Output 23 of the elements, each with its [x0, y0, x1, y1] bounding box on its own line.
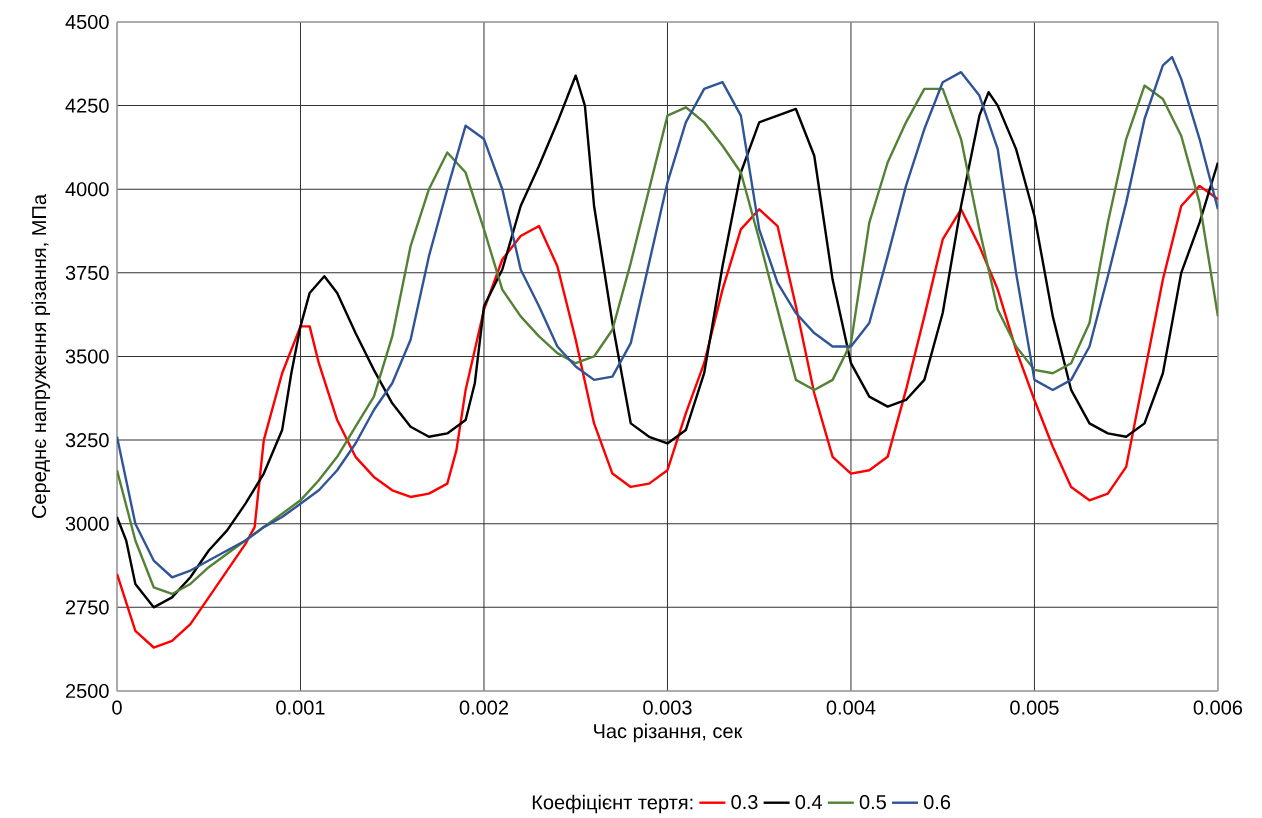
legend-label: 0.3	[731, 794, 758, 810]
y-tick-label: 3000	[65, 516, 109, 531]
legend-label: 0.5	[859, 794, 886, 810]
x-tick-label: 0.002	[459, 700, 508, 715]
x-tick-label: 0.001	[276, 700, 325, 715]
y-tick-label: 2500	[65, 683, 109, 699]
x-tick-label: 0.003	[643, 700, 692, 715]
x-axis-title: Час різання, сек	[594, 723, 743, 743]
x-tick-label: 0.004	[826, 700, 876, 715]
legend-label: 0.4	[795, 794, 823, 810]
y-tick-label: 3750	[65, 265, 109, 280]
x-tick-label: 0.005	[1010, 700, 1059, 715]
y-tick-label: 4000	[65, 182, 109, 197]
y-tick-label: 2750	[65, 600, 109, 615]
y-tick-label: 3500	[65, 349, 109, 364]
y-tick-label: 3250	[65, 433, 109, 448]
x-tick-label: 0	[112, 700, 122, 715]
y-axis-title: Середнє напруження різання, МПа	[31, 194, 51, 518]
y-tick-label: 4250	[65, 98, 109, 113]
legend-label: 0.6	[923, 794, 951, 810]
legend-title: Коефіцієнт тертя:	[532, 794, 693, 814]
y-tick-label: 4500	[65, 14, 109, 30]
x-tick-label: 0.006	[1193, 700, 1243, 715]
